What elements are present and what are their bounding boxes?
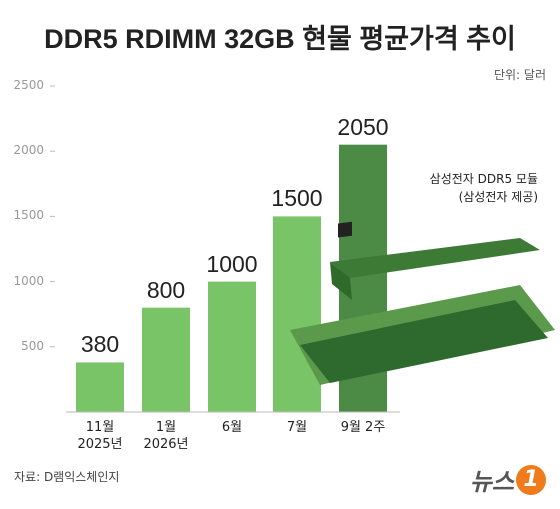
logo-text: 뉴스 <box>469 468 514 496</box>
ram-image <box>290 221 555 385</box>
value-label: 2050 <box>337 113 389 140</box>
y-tick-label: 1000 <box>13 273 44 288</box>
value-label: 1000 <box>206 250 258 277</box>
x-tick-label: 9월 2주 <box>340 420 386 435</box>
bar <box>142 307 190 412</box>
source: 자료: D램익스체인지 <box>14 470 120 484</box>
value-label: 380 <box>80 331 120 358</box>
y-tick-label: 2000 <box>13 143 44 158</box>
bar <box>208 281 256 412</box>
x-tick-label: 6월 <box>221 420 243 435</box>
y-tick-label: 1500 <box>13 208 44 223</box>
chart-title: DDR5 RDIMM 32GB 현물 평균가격 추이 <box>44 24 516 54</box>
bar <box>273 216 321 412</box>
x-tick-label: 7월 <box>286 420 308 435</box>
y-tick-label: 500 <box>21 338 44 353</box>
logo: 뉴스 1 <box>470 462 546 497</box>
value-label: 1500 <box>271 185 323 212</box>
unit-label: 단위: 달러 <box>493 68 546 82</box>
bar <box>76 362 124 412</box>
logo-mark: 1 <box>516 464 546 495</box>
y-tick-label: 2500 <box>13 78 44 92</box>
x-tick-label: 1월 2026년 <box>143 420 189 452</box>
x-tick-label: 11월 2025년 <box>77 420 123 452</box>
value-label: 800 <box>146 276 186 303</box>
annotation: 삼성전자 DDR5 모듈 (삼성전자 제공) <box>429 172 538 204</box>
